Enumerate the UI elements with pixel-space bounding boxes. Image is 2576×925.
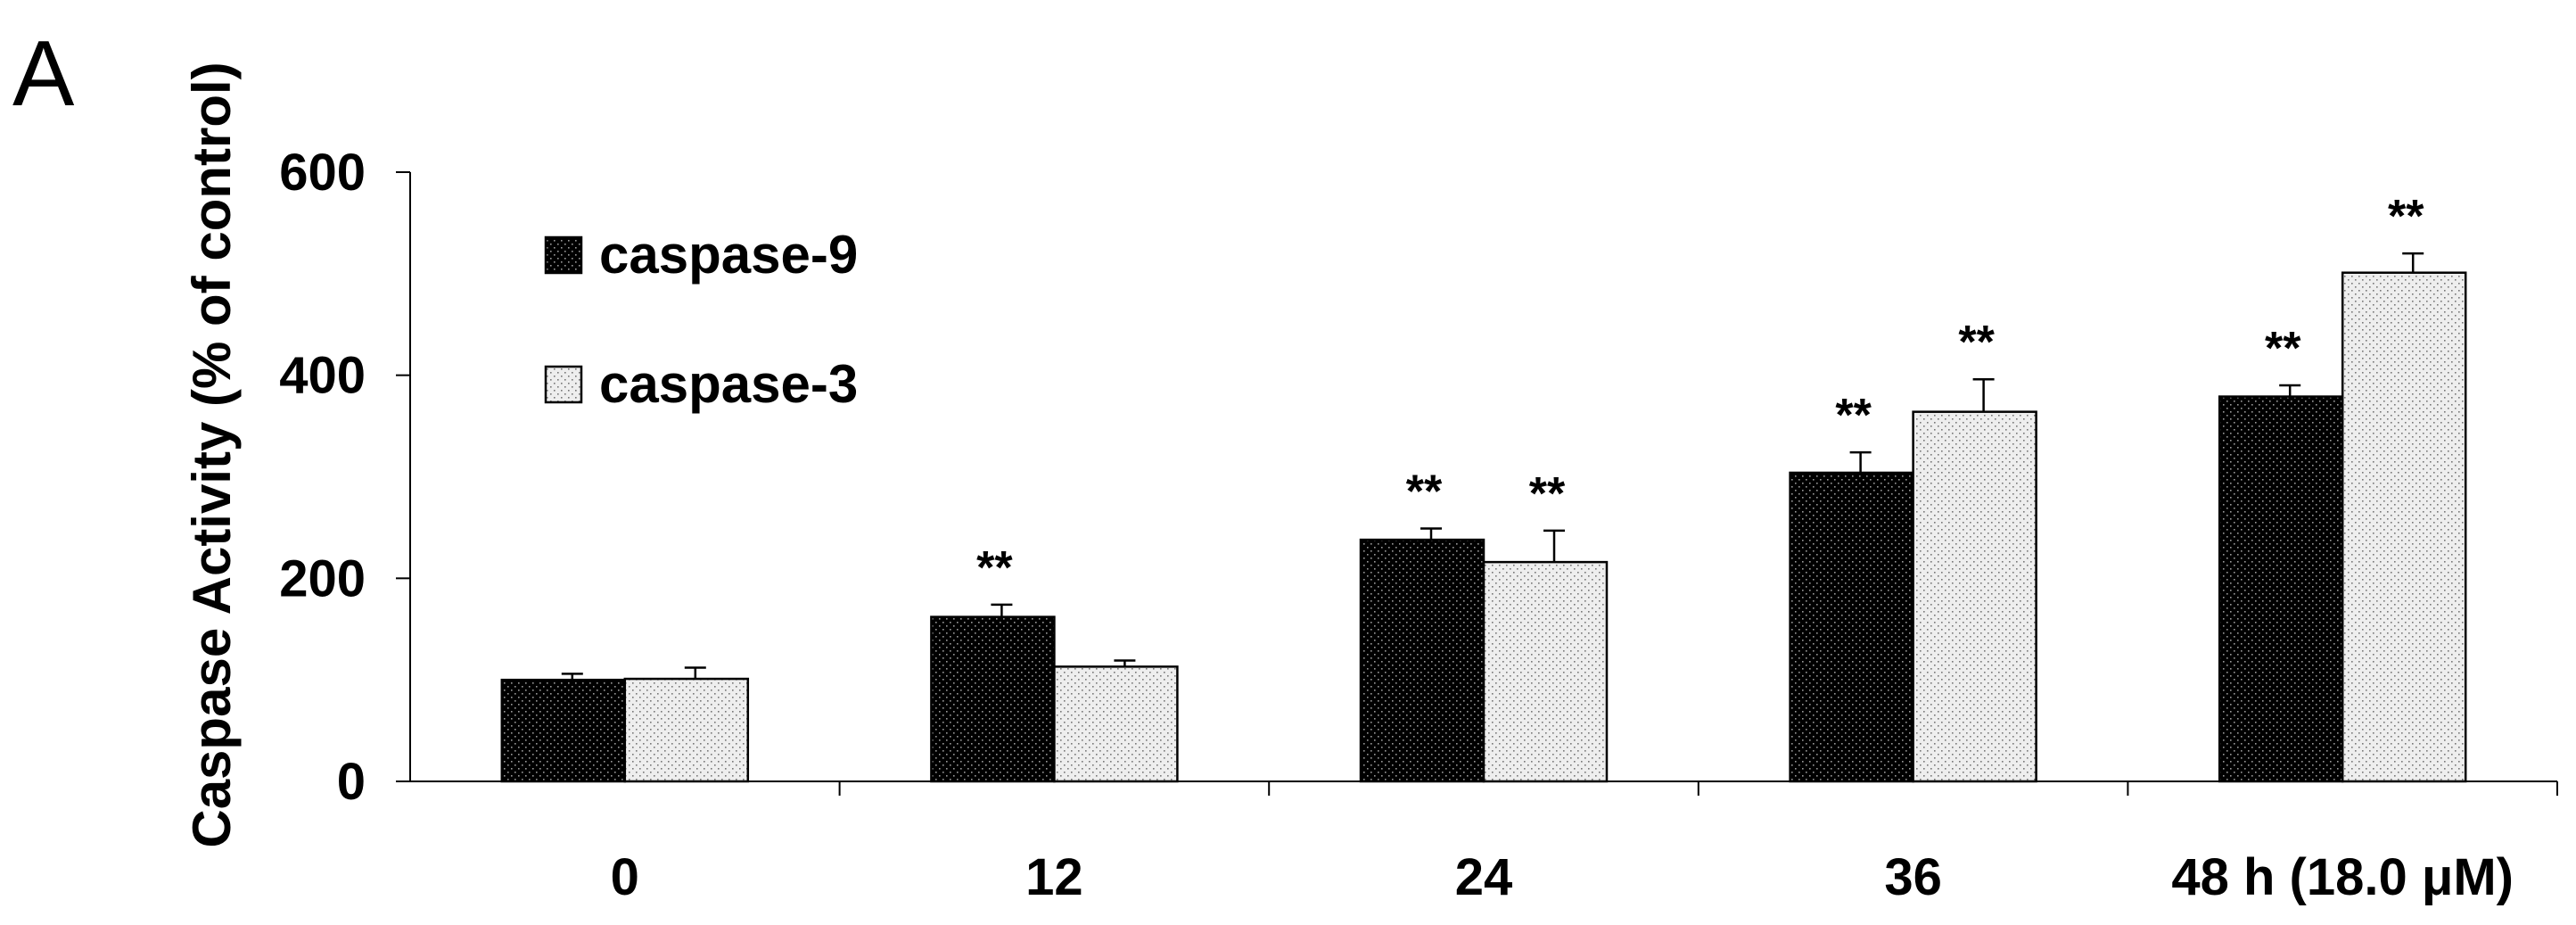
panel-label: A xyxy=(12,22,75,126)
bar-caspase-9-0 xyxy=(500,678,627,783)
significance-marker: ** xyxy=(1529,468,1566,520)
x-tick-label: 0 xyxy=(611,848,639,906)
x-tick-label: 48 h (18.0 μM) xyxy=(2171,848,2514,906)
bar-caspase-3-3 xyxy=(1912,410,2037,783)
bar-caspase-3-4 xyxy=(2341,271,2467,783)
bar-caspase-9-3 xyxy=(1789,471,1914,783)
significance-marker: ** xyxy=(976,542,1013,594)
bar-caspase-9-4 xyxy=(2218,395,2344,783)
y-tick-label: 400 xyxy=(279,347,366,405)
bar-caspase-3-0 xyxy=(623,677,750,783)
y-tick-label: 200 xyxy=(279,549,366,607)
legend-label-caspase-3: caspase-3 xyxy=(599,354,858,414)
legend-swatch-caspase-9 xyxy=(544,235,583,275)
x-tick-label: 24 xyxy=(1455,848,1513,906)
bar-caspase-9-1 xyxy=(930,615,1056,783)
axes: 0 200 400 600 0 12 24 36 48 h (18.0 μM) xyxy=(279,144,2558,906)
legend-swatch-caspase-3 xyxy=(544,365,583,404)
significance-marker: ** xyxy=(1958,317,1995,368)
legend: caspase-9 caspase-3 xyxy=(544,225,858,414)
bar-caspase-9-2 xyxy=(1359,538,1486,783)
significance-marker: ** xyxy=(2388,191,2424,243)
y-tick-label: 0 xyxy=(337,753,366,811)
bars-group: ** ** ** ** ** ** ** xyxy=(500,191,2467,783)
significance-marker: ** xyxy=(1406,467,1443,518)
y-axis-label: Caspase Activity (% of control) xyxy=(182,62,242,847)
x-tick-label: 12 xyxy=(1025,848,1083,906)
bar-caspase-3-1 xyxy=(1053,665,1179,783)
x-tick-label: 36 xyxy=(1884,848,1942,906)
significance-marker: ** xyxy=(2265,323,2301,375)
legend-label-caspase-9: caspase-9 xyxy=(599,225,858,285)
bar-caspase-3-2 xyxy=(1482,560,1609,783)
y-tick-label: 600 xyxy=(279,144,366,202)
significance-marker: ** xyxy=(1835,390,1872,442)
